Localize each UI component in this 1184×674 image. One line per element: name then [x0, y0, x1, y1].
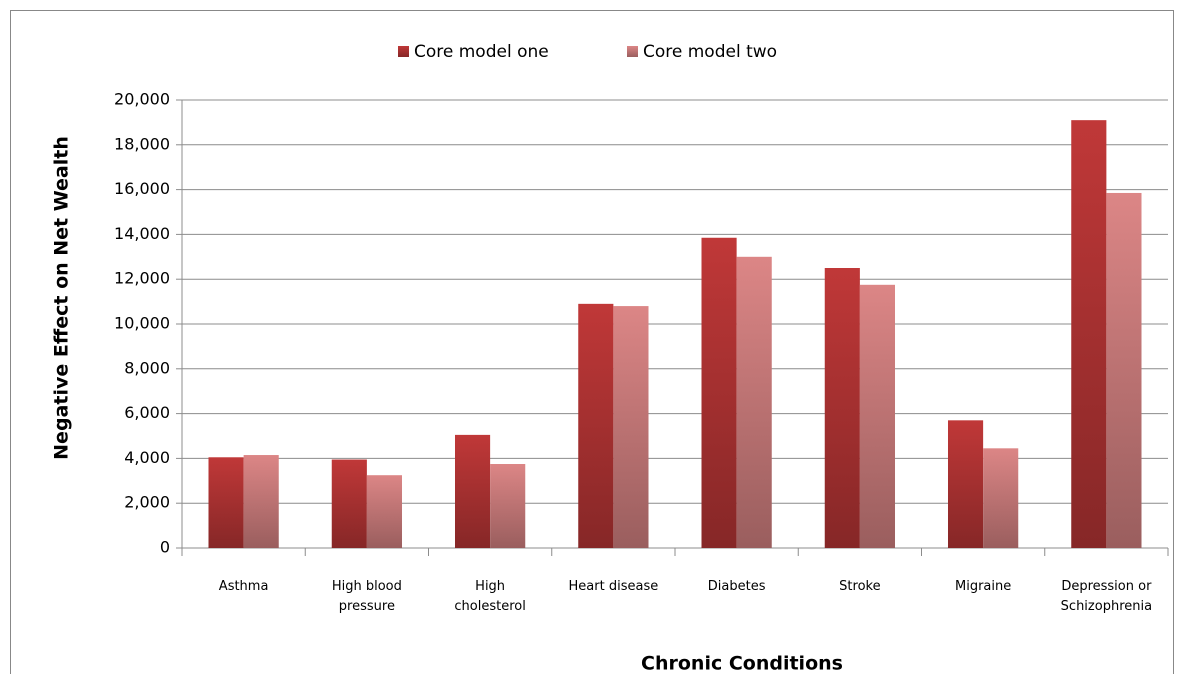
bar [208, 457, 244, 548]
bar [243, 455, 279, 548]
x-tick-label: Migraine [955, 579, 1011, 594]
x-tick-label: Asthma [219, 579, 269, 594]
y-tick-label: 0 [160, 538, 170, 557]
y-tick-label: 14,000 [114, 224, 170, 243]
x-tick-label: Stroke [839, 579, 880, 594]
bar [824, 268, 860, 548]
x-tick-label: High cholesterol [454, 579, 525, 614]
bar [490, 464, 526, 548]
bar [366, 475, 403, 548]
y-tick-label: 8,000 [124, 358, 170, 377]
y-tick-label: 2,000 [124, 493, 170, 512]
bar [613, 306, 649, 548]
bar [1106, 192, 1142, 548]
x-tick-label: Depression or Schizophrenia [1061, 579, 1152, 614]
y-tick-label: 12,000 [114, 269, 170, 288]
y-tick-label: 10,000 [114, 314, 170, 333]
x-axis-title: Chronic Conditions [641, 653, 843, 674]
legend-label: Core model two [643, 42, 777, 62]
bar [983, 448, 1019, 548]
legend-label: Core model one [414, 42, 549, 62]
x-tick-label: Diabetes [708, 579, 766, 594]
y-tick-label: 4,000 [124, 448, 170, 467]
legend-swatch [627, 46, 638, 57]
x-tick-label: Heart disease [569, 579, 659, 594]
bar [1071, 120, 1107, 548]
bar [331, 459, 367, 548]
chart-frame [10, 10, 1174, 674]
y-tick-label: 20,000 [114, 90, 170, 109]
y-tick-label: 16,000 [114, 179, 170, 198]
y-tick-label: 18,000 [114, 134, 170, 153]
legend-swatch [398, 46, 409, 57]
bar [859, 284, 896, 548]
bar [701, 237, 737, 548]
bar [736, 256, 772, 548]
bar [454, 434, 491, 548]
x-tick-label: High blood pressure [332, 579, 402, 614]
bar [947, 420, 984, 548]
y-tick-label: 6,000 [124, 403, 170, 422]
bar [578, 303, 614, 548]
y-axis-title: Negative Effect on Net Wealth [51, 136, 73, 460]
